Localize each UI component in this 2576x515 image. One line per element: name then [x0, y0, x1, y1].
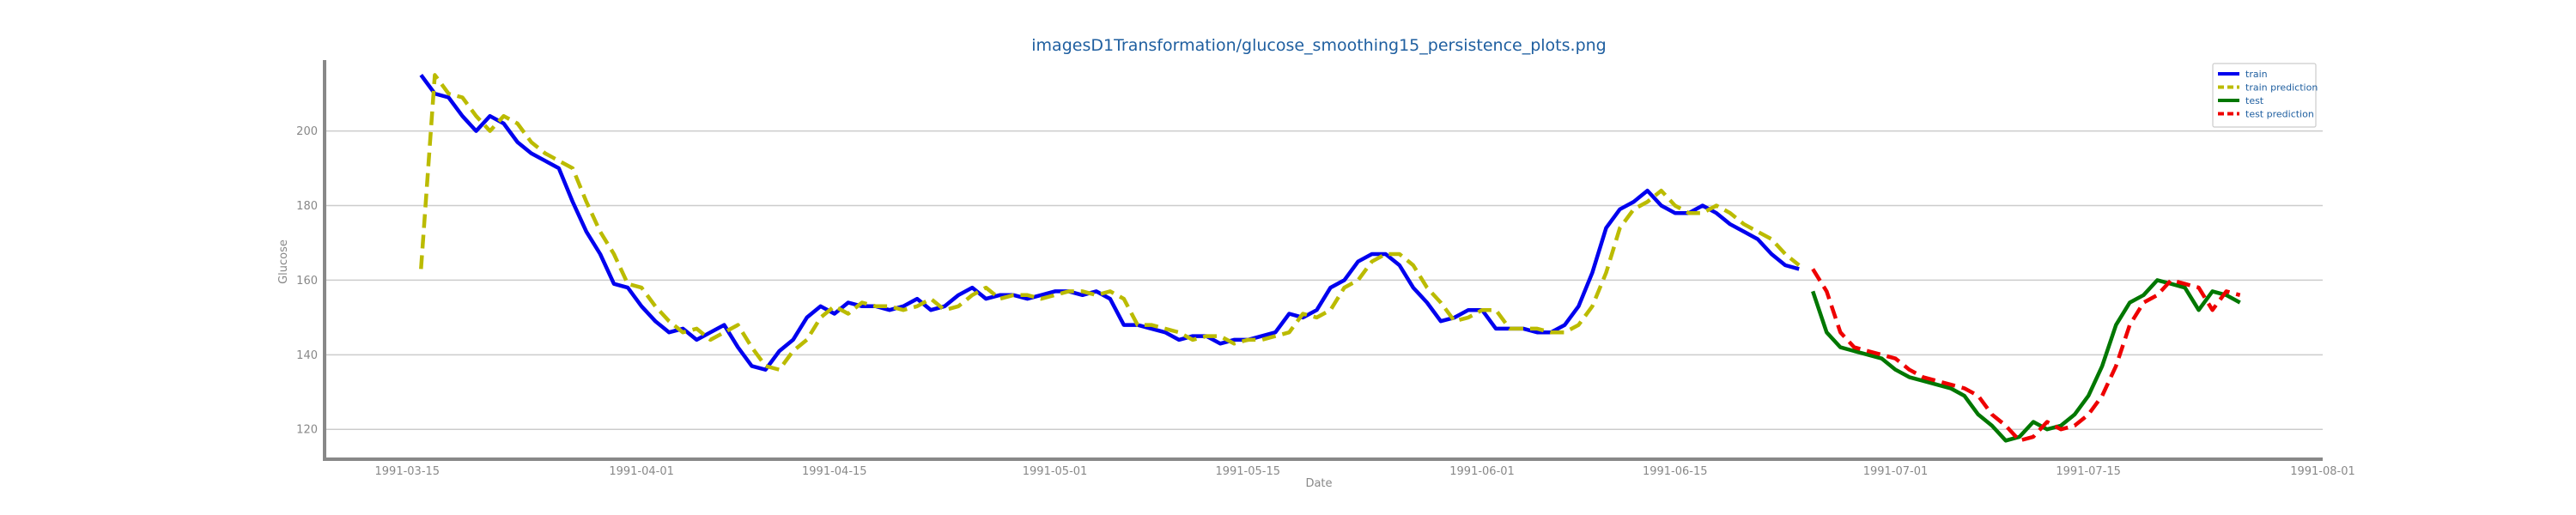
x-tick-label: 1991-07-15 [2056, 465, 2121, 478]
ticks: 120 140 160 180 200 1991-03-15 1991-04-01 1991-… [296, 125, 2355, 478]
grid [325, 130, 2323, 430]
test-legend-label: test [2245, 95, 2264, 106]
test-series-line [1811, 278, 2241, 443]
x-tick-label: 1991-04-01 [609, 465, 674, 478]
train-prediction-legend-label: train prediction [2245, 82, 2318, 94]
x-axis-label: Date [1305, 477, 1332, 490]
train-series-line [419, 74, 1800, 372]
x-tick-label: 1991-03-15 [375, 465, 440, 478]
y-tick-label: 200 [296, 125, 318, 138]
train-prediction-series-line [419, 73, 1801, 372]
chart-title: imagesD1Transformation/glucose_smoothing… [1031, 36, 1606, 55]
y-tick-label: 140 [296, 349, 318, 362]
series-layer [419, 73, 2241, 443]
x-tick-label: 1991-06-01 [1449, 465, 1515, 478]
test-prediction-series-line [1811, 268, 2241, 443]
x-tick-label: 1991-08-01 [2290, 465, 2355, 478]
train-legend-label: train [2245, 69, 2268, 80]
y-axis-label: Glucose [277, 239, 290, 284]
x-tick-label: 1991-07-01 [1863, 465, 1929, 478]
x-tick-label: 1991-05-15 [1215, 465, 1280, 478]
x-tick-label: 1991-05-01 [1023, 465, 1088, 478]
y-tick-label: 180 [296, 200, 318, 213]
y-tick-label: 160 [296, 275, 318, 288]
x-tick-label: 1991-04-15 [802, 465, 867, 478]
x-tick-label: 1991-06-15 [1643, 465, 1708, 478]
y-tick-label: 120 [296, 424, 318, 437]
axes [323, 60, 2323, 461]
test-prediction-legend-label: test prediction [2245, 109, 2314, 120]
legend-box [2212, 63, 2317, 128]
